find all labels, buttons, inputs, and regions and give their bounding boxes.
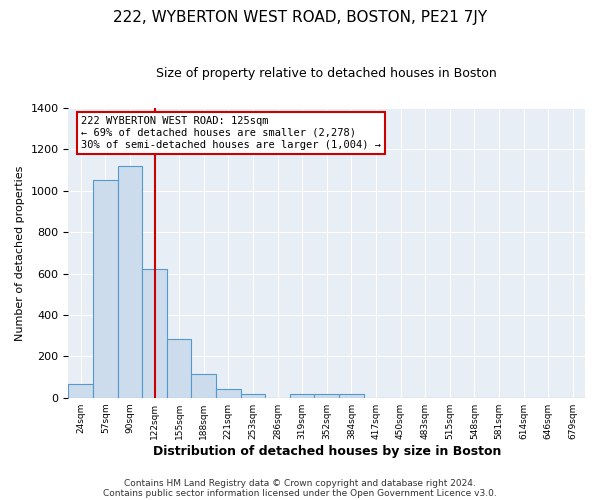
Title: Size of property relative to detached houses in Boston: Size of property relative to detached ho… [157,68,497,80]
X-axis label: Distribution of detached houses by size in Boston: Distribution of detached houses by size … [152,444,501,458]
Bar [339,394,364,398]
Bar [216,389,241,398]
Bar [93,180,118,398]
Text: Contains HM Land Registry data © Crown copyright and database right 2024.: Contains HM Land Registry data © Crown c… [124,478,476,488]
Bar [142,270,167,398]
Bar [241,394,265,398]
Bar [314,394,339,398]
Text: Contains public sector information licensed under the Open Government Licence v3: Contains public sector information licen… [103,488,497,498]
Bar [191,374,216,398]
Bar [290,394,314,398]
Text: 222 WYBERTON WEST ROAD: 125sqm
← 69% of detached houses are smaller (2,278)
30% : 222 WYBERTON WEST ROAD: 125sqm ← 69% of … [81,116,381,150]
Bar [118,166,142,398]
Text: 222, WYBERTON WEST ROAD, BOSTON, PE21 7JY: 222, WYBERTON WEST ROAD, BOSTON, PE21 7J… [113,10,487,25]
Bar [167,338,191,398]
Bar [68,384,93,398]
Y-axis label: Number of detached properties: Number of detached properties [15,165,25,340]
